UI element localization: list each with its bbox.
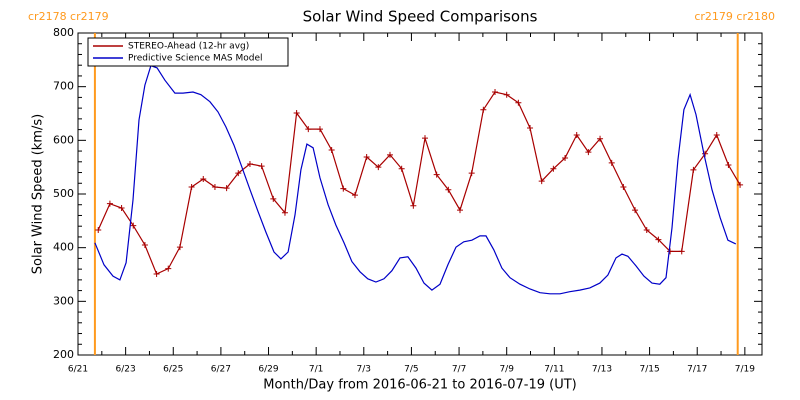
legend-box xyxy=(87,37,289,67)
x-tick-label: 7/19 xyxy=(735,365,755,375)
point-marker xyxy=(702,150,709,157)
x-tick-label: 7/9 xyxy=(499,365,514,375)
point-marker xyxy=(363,153,370,160)
x-tick-label: 6/21 xyxy=(68,365,88,375)
point-marker xyxy=(550,165,557,172)
y-axis-title: Solar Wind Speed (km/s) xyxy=(31,114,46,274)
point-marker xyxy=(620,184,627,191)
y-tick-label: 200 xyxy=(53,348,74,361)
x-tick-label: 7/1 xyxy=(309,365,323,375)
point-marker xyxy=(95,226,102,233)
point-marker xyxy=(573,131,580,138)
x-tick-label: 7/15 xyxy=(639,365,659,375)
point-marker xyxy=(188,184,195,191)
point-marker xyxy=(375,164,382,171)
point-marker xyxy=(725,162,732,169)
y-tick-label: 600 xyxy=(53,133,74,146)
point-marker xyxy=(410,202,417,209)
legend-label: Predictive Science MAS Model xyxy=(128,54,263,64)
x-tick-label: 7/7 xyxy=(452,365,466,375)
point-marker xyxy=(713,131,720,138)
point-marker xyxy=(667,248,674,255)
point-marker xyxy=(457,207,464,214)
point-marker xyxy=(468,170,475,177)
carrington-label: cr2178 cr2179 xyxy=(28,10,109,23)
y-tick-label: 700 xyxy=(53,80,74,93)
point-marker xyxy=(200,175,207,182)
y-tick-label: 400 xyxy=(53,241,74,254)
point-marker xyxy=(153,270,160,277)
series-line xyxy=(97,91,741,275)
series-line xyxy=(94,64,737,295)
point-marker xyxy=(340,185,347,192)
x-tick-label: 7/5 xyxy=(404,365,418,375)
x-tick-label: 6/25 xyxy=(163,365,183,375)
point-marker xyxy=(527,124,534,131)
point-marker xyxy=(608,159,615,166)
point-marker xyxy=(585,149,592,156)
point-marker xyxy=(643,226,650,233)
point-marker xyxy=(141,241,148,248)
point-marker xyxy=(305,126,312,133)
point-marker xyxy=(176,244,183,251)
point-marker xyxy=(106,200,113,207)
point-marker xyxy=(328,146,335,153)
point-marker xyxy=(538,178,545,185)
y-tick-label: 300 xyxy=(53,294,74,307)
point-marker xyxy=(690,166,697,173)
legend-label: STEREO-Ahead (12-hr avg) xyxy=(128,42,249,52)
point-marker xyxy=(492,89,499,96)
plot-frame xyxy=(77,32,763,356)
point-marker xyxy=(223,185,230,192)
y-tick-label: 500 xyxy=(53,187,74,200)
point-marker xyxy=(737,181,744,188)
x-axis-title: Month/Day from 2016-06-21 to 2016-07-19 … xyxy=(263,378,576,393)
point-marker xyxy=(165,265,172,272)
point-marker xyxy=(281,209,288,216)
point-marker xyxy=(562,155,569,162)
y-tick-label: 800 xyxy=(53,26,74,39)
carrington-label: cr2179 cr2180 xyxy=(694,10,775,23)
point-marker xyxy=(386,151,393,158)
point-marker xyxy=(211,184,218,191)
x-tick-label: 6/29 xyxy=(258,365,278,375)
point-marker xyxy=(293,109,300,116)
point-marker xyxy=(258,163,265,170)
point-marker xyxy=(235,170,242,177)
point-marker xyxy=(597,135,604,142)
point-marker xyxy=(632,207,639,214)
point-marker xyxy=(503,91,510,98)
point-marker xyxy=(433,171,440,178)
point-marker xyxy=(678,248,685,255)
x-tick-label: 7/3 xyxy=(357,365,371,375)
point-marker xyxy=(118,204,125,211)
point-marker xyxy=(316,126,323,133)
x-tick-label: 6/23 xyxy=(116,365,136,375)
x-tick-label: 7/17 xyxy=(687,365,707,375)
point-marker xyxy=(515,99,522,106)
point-marker xyxy=(422,135,429,142)
point-marker xyxy=(270,195,277,202)
x-tick-label: 6/27 xyxy=(211,365,231,375)
point-marker xyxy=(246,160,253,167)
x-tick-label: 7/11 xyxy=(544,365,564,375)
point-marker xyxy=(655,236,662,243)
point-marker xyxy=(480,106,487,113)
point-marker xyxy=(351,192,358,199)
point-marker xyxy=(398,165,405,172)
x-tick-label: 7/13 xyxy=(592,365,612,375)
chart-title: Solar Wind Speed Comparisons xyxy=(303,8,538,26)
point-marker xyxy=(130,222,137,229)
point-marker xyxy=(445,186,452,193)
